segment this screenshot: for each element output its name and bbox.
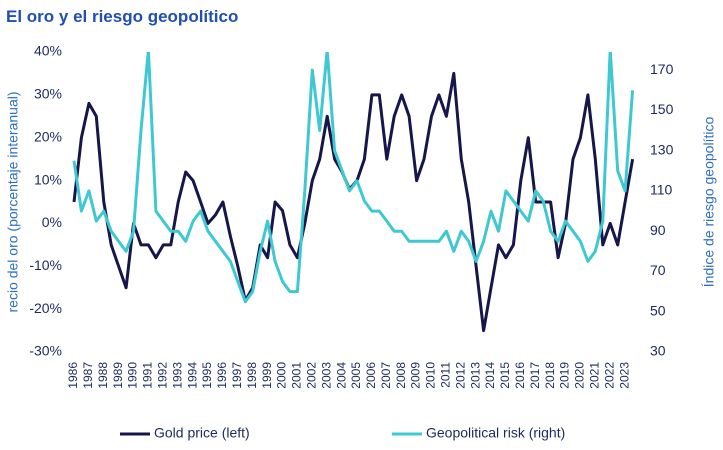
y-tick-label: 30% (34, 86, 62, 102)
x-tick-label: 2022 (602, 362, 616, 389)
x-tick-label: 2014 (483, 362, 497, 389)
y2-tick-label: 90 (650, 222, 666, 238)
series-line (72, 71, 635, 333)
y-tick-label: 10% (34, 171, 62, 187)
x-tick-label: 2009 (409, 362, 423, 389)
y-tick-label: 20% (34, 128, 62, 144)
x-tick-label: 1986 (66, 362, 80, 389)
chart-title: El oro y el riesgo geopolítico (6, 7, 238, 26)
x-tick-label: 2006 (364, 362, 378, 389)
y2-tick-label: 150 (650, 101, 674, 117)
x-tick-label: 1988 (96, 362, 110, 389)
y-axis-title: recio del oro (porcentaje interanual) (5, 91, 21, 312)
y2-tick-label: 50 (650, 302, 666, 318)
x-tick-label: 2007 (379, 362, 393, 389)
x-tick-label: 2010 (424, 362, 438, 389)
x-tick-label: 2019 (558, 362, 572, 389)
y-tick-label: 40% (34, 43, 62, 59)
x-tick-label: 1997 (230, 362, 244, 389)
x-tick-label: 2008 (394, 362, 408, 389)
x-tick-label: 1994 (185, 362, 199, 389)
x-tick-label: 2002 (304, 362, 318, 389)
x-tick-label: 1995 (200, 362, 214, 389)
x-tick-label: 1990 (126, 362, 140, 389)
x-tick-label: 2021 (587, 362, 601, 389)
x-tick-label: 2001 (290, 362, 304, 389)
y2-tick-label: 130 (650, 141, 674, 157)
y2-tick-label: 170 (650, 61, 674, 77)
y2-tick-label: 70 (650, 262, 666, 278)
x-tick-label: 1996 (215, 362, 229, 389)
x-tick-label: 1993 (170, 362, 184, 389)
x-tick-label: 2000 (275, 362, 289, 389)
x-tick-label: 1987 (81, 362, 95, 389)
x-tick-label: 1989 (111, 362, 125, 389)
x-tick-label: 2012 (453, 362, 467, 389)
x-tick-label: 2005 (349, 362, 363, 389)
legend-label: Gold price (left) (154, 425, 250, 441)
plot-area (72, 52, 635, 333)
y2-tick-label: 30 (650, 343, 666, 359)
x-tick-label: 2020 (573, 362, 587, 389)
y2-tick-label: 110 (650, 182, 673, 198)
x-tick-label: 2017 (528, 362, 542, 389)
x-tick-label: 2016 (513, 362, 527, 389)
x-tick-label: 1992 (156, 362, 170, 389)
x-tick-label: 2013 (468, 362, 482, 389)
x-tick-label: 2011 (439, 362, 453, 388)
x-tick-label: 1998 (245, 362, 259, 389)
x-tick-label: 2004 (334, 362, 348, 389)
y-tick-label: -20% (29, 300, 62, 316)
x-tick-label: 2023 (617, 362, 631, 389)
y2-axis-title: Índice de riesgo geopolítico (701, 117, 717, 288)
legend-label: Geopolitical risk (right) (426, 425, 565, 441)
x-tick-label: 2003 (319, 362, 333, 389)
x-tick-label: 1991 (141, 362, 155, 389)
series-line (72, 52, 635, 304)
y-tick-label: -30% (29, 343, 62, 359)
y-tick-label: -10% (29, 257, 62, 273)
x-tick-label: 2015 (498, 362, 512, 389)
y-tick-label: 0% (42, 214, 62, 230)
x-tick-label: 2018 (543, 362, 557, 389)
x-tick-label: 1999 (260, 362, 274, 389)
